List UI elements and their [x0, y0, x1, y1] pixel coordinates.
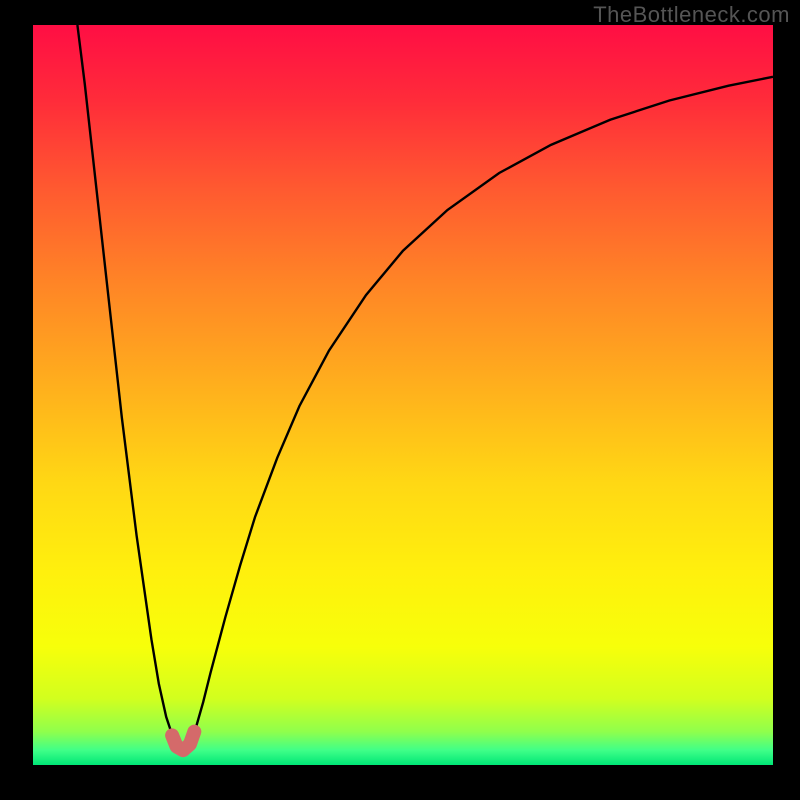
plot-background-gradient [33, 25, 773, 765]
bottleneck-chart [0, 0, 800, 800]
watermark-text: TheBottleneck.com [593, 2, 790, 28]
chart-container: TheBottleneck.com [0, 0, 800, 800]
